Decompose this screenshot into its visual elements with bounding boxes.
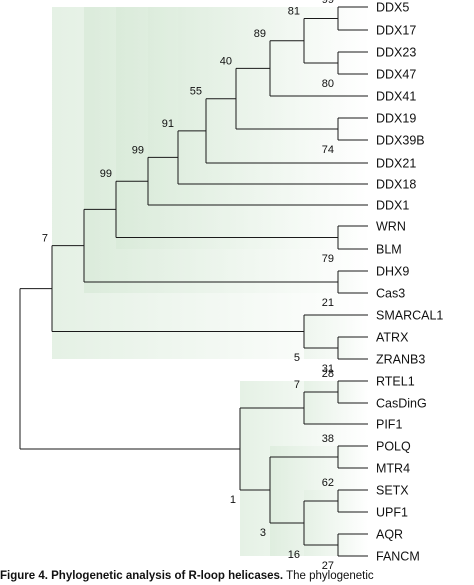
bootstrap-value: 89 xyxy=(254,28,266,40)
figure-caption: Figure 4. Phylogenetic analysis of R-loo… xyxy=(0,570,474,585)
leaf-label: DDX47 xyxy=(376,68,416,82)
bootstrap-value: 91 xyxy=(162,118,174,130)
bootstrap-value: 7 xyxy=(294,379,300,391)
leaf-label: DDX23 xyxy=(376,46,416,60)
leaf-label: DDX17 xyxy=(376,24,416,38)
bootstrap-value: 31 xyxy=(322,363,334,375)
leaf-label: DDX18 xyxy=(376,178,416,192)
leaf-label: DDX5 xyxy=(376,1,409,15)
leaf-label: RTEL1 xyxy=(376,375,415,389)
leaf-label: WRN xyxy=(376,220,406,234)
leaf-label: DHX9 xyxy=(376,265,409,279)
leaf-label: CasDinG xyxy=(376,397,427,411)
leaf-label: Cas3 xyxy=(376,287,405,301)
bootstrap-value: 99 xyxy=(132,144,144,156)
leaf-label: UPF1 xyxy=(376,506,408,520)
leaf-label: DDX41 xyxy=(376,90,416,104)
leaf-label: DDX21 xyxy=(376,157,416,171)
leaf-label: SMARCAL1 xyxy=(376,309,443,323)
bootstrap-value: 40 xyxy=(220,55,232,67)
caption-title: Figure 4. Phylogenetic analysis of R-loo… xyxy=(0,570,284,582)
bootstrap-value: 28 xyxy=(322,368,334,380)
leaf-label: DDX19 xyxy=(376,112,416,126)
leaf-label: ZRANB3 xyxy=(376,353,425,367)
bootstrap-value: 38 xyxy=(322,433,334,445)
bootstrap-value: 55 xyxy=(190,86,202,98)
bootstrap-value: 16 xyxy=(288,549,300,561)
bootstrap-value: 3 xyxy=(260,527,266,539)
leaf-label: ATRX xyxy=(376,331,409,345)
caption-text: The phylogenetic xyxy=(283,570,374,582)
leaf-label: SETX xyxy=(376,484,409,498)
leaf-label: DDX1 xyxy=(376,199,409,213)
leaf-label: AQR xyxy=(376,528,403,542)
leaf-label: BLM xyxy=(376,243,402,257)
bootstrap-value: 80 xyxy=(322,78,334,90)
leaf-label: MTR4 xyxy=(376,462,410,476)
leaf-label: PIF1 xyxy=(376,418,402,432)
bootstrap-value: 99 xyxy=(100,168,112,180)
bootstrap-value: 7 xyxy=(42,233,48,245)
bootstrap-value: 5 xyxy=(294,352,300,364)
clade-shade xyxy=(52,7,368,359)
leaf-label: POLQ xyxy=(376,440,411,454)
bootstrap-value: 62 xyxy=(322,477,334,489)
leaf-label: DDX39B xyxy=(376,134,425,148)
leaf-label: FANCM xyxy=(376,550,420,564)
bootstrap-value: 79 xyxy=(322,253,334,265)
bootstrap-value: 21 xyxy=(322,297,334,309)
bootstrap-value: 1 xyxy=(230,494,236,506)
bootstrap-value: 99 xyxy=(322,0,334,6)
bootstrap-value: 27 xyxy=(322,560,334,572)
bootstrap-value: 74 xyxy=(322,144,334,156)
bootstrap-value: 81 xyxy=(288,6,300,18)
